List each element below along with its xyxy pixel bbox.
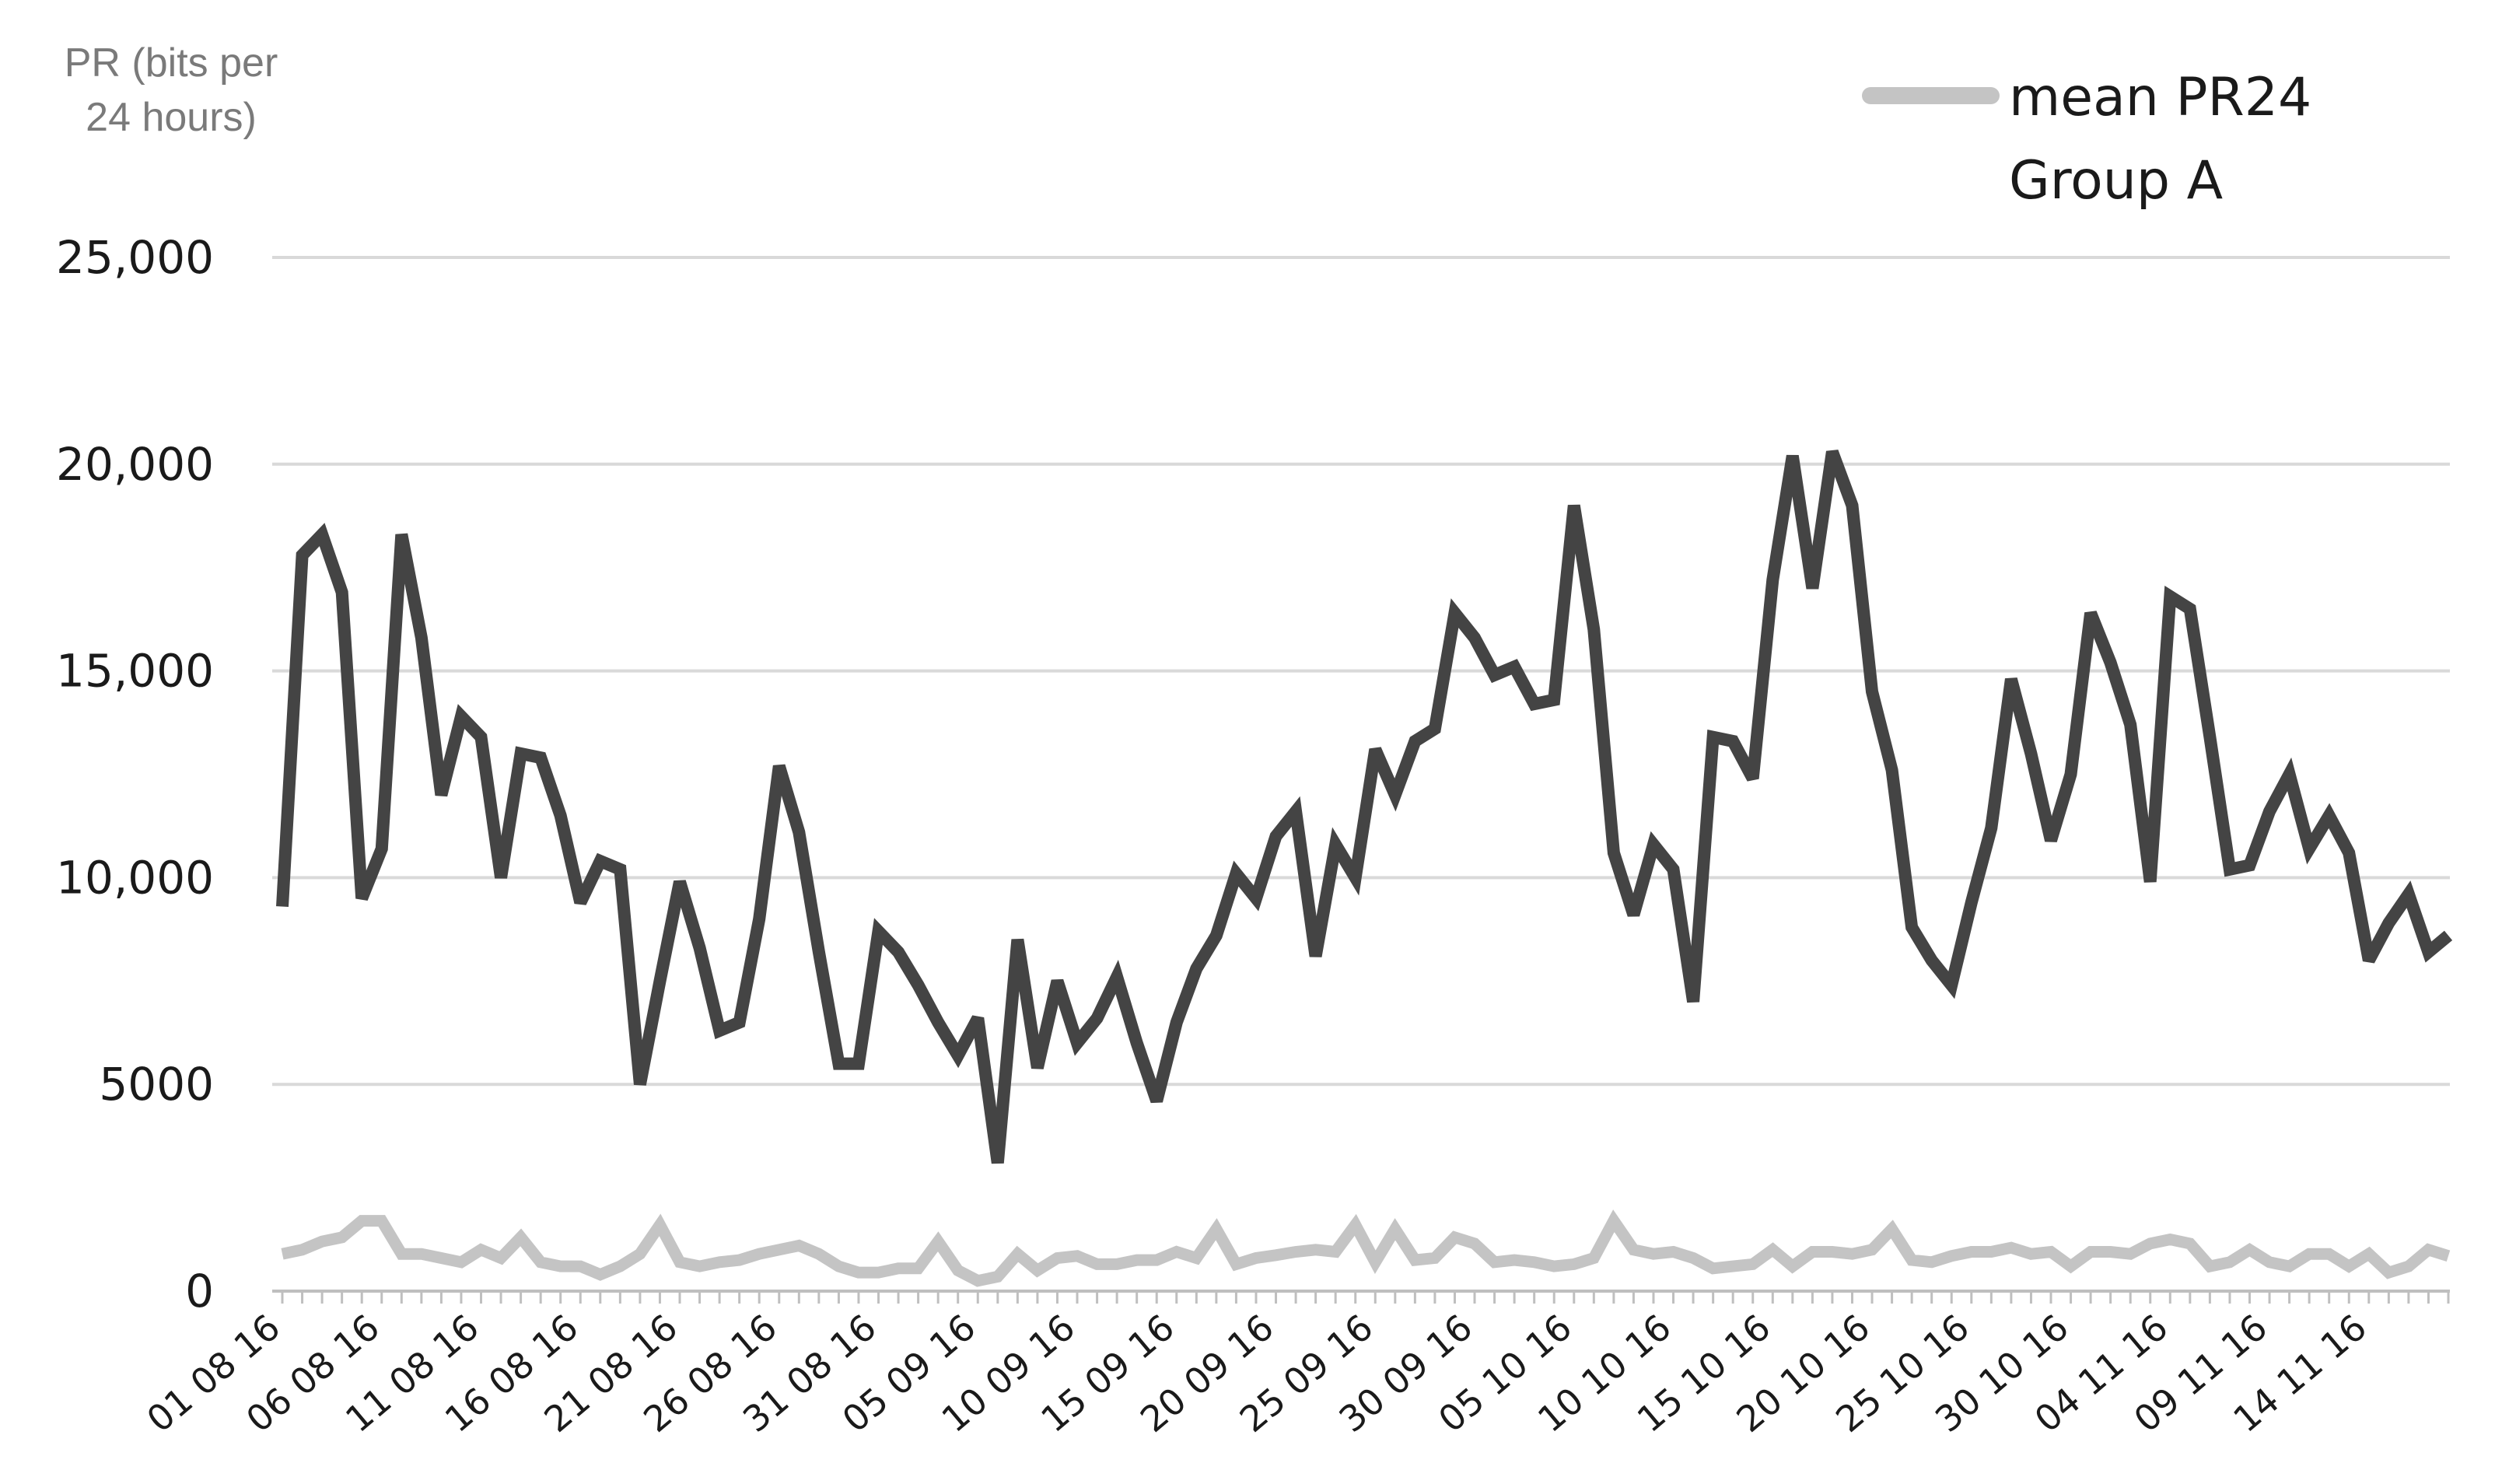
- legend-label-line-2: Group A: [2009, 150, 2223, 212]
- y-tick-label: 15,000: [56, 645, 214, 698]
- x-axis: [272, 1290, 2450, 1304]
- grid-lines: [272, 256, 2450, 1087]
- series-line-mean-pr24-group-a: [281, 1209, 2451, 1287]
- y-tick-label: 20,000: [56, 438, 214, 491]
- legend: mean PR24 Group A: [1862, 67, 2311, 212]
- series-lines: [276, 450, 2453, 1287]
- series-line-pr24: [276, 450, 2453, 1164]
- y-axis-title: PR (bits per 24 hours): [65, 40, 278, 140]
- y-axis-title-line-1: PR (bits per: [65, 40, 278, 86]
- y-axis-ticks: 0 5000 10,000 15,000 20,000 25,000: [56, 231, 214, 1318]
- legend-label-line-1: mean PR24: [2009, 67, 2311, 128]
- y-tick-label: 0: [185, 1265, 214, 1318]
- y-tick-label: 10,000: [56, 851, 214, 904]
- y-tick-label: 25,000: [56, 231, 214, 284]
- y-axis-title-line-2: 24 hours): [86, 95, 257, 140]
- y-tick-label: 5000: [99, 1058, 214, 1111]
